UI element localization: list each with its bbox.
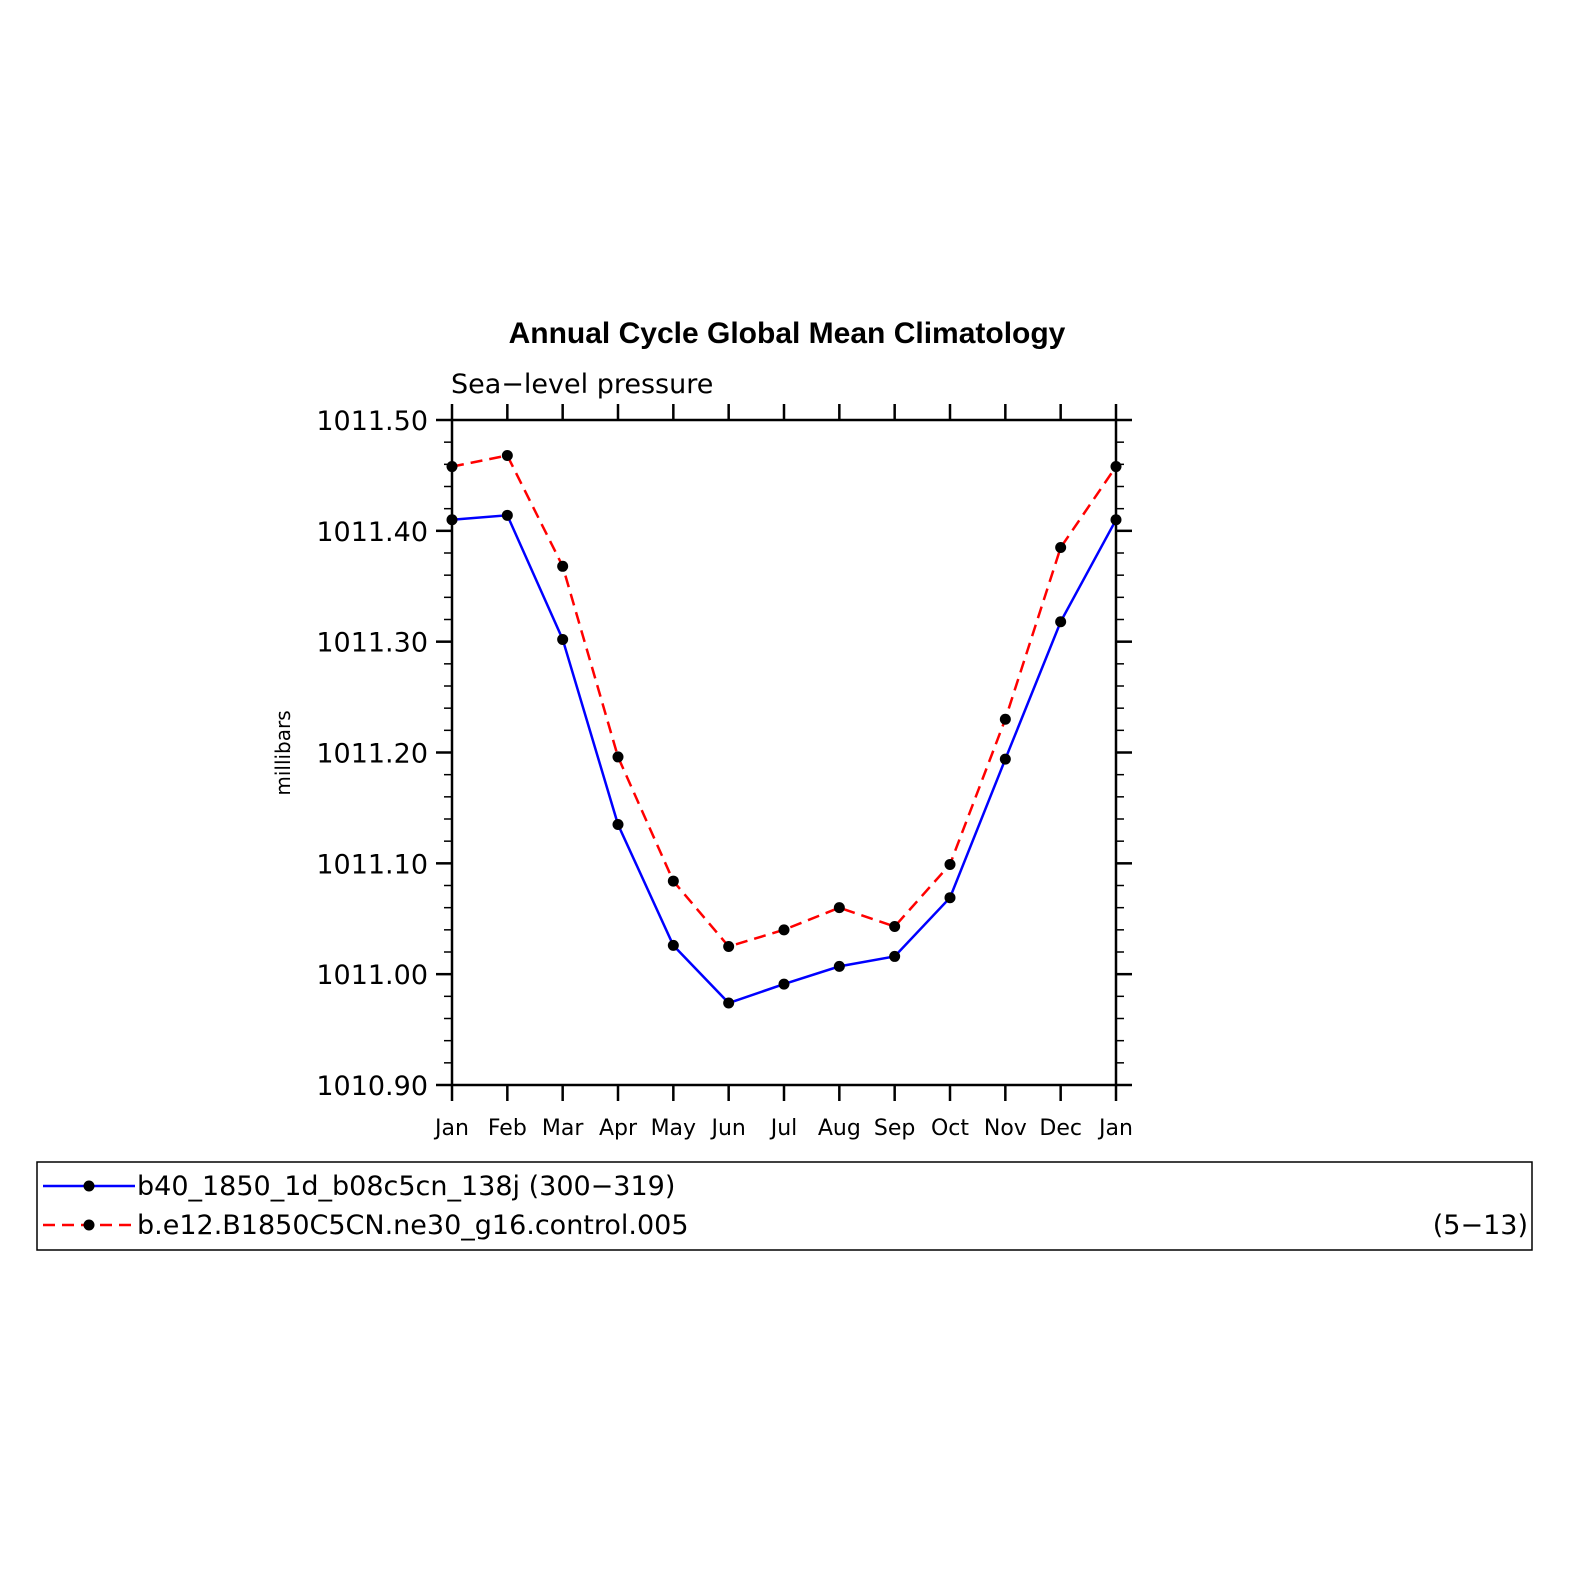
- series-1-point: [667, 939, 679, 951]
- y-tick-label: 1010.90: [316, 1071, 428, 1102]
- legend-label-1: b40_1850_1d_b08c5cn_138j (300−319): [137, 1171, 675, 1202]
- series-2-point: [889, 921, 901, 933]
- series-1-point: [944, 892, 956, 904]
- legend-box: [36, 1161, 1533, 1251]
- x-tick-label: Jan: [433, 1116, 469, 1141]
- series-layer: [446, 449, 1122, 1009]
- series-2-point: [557, 560, 569, 572]
- x-tick-label: Sep: [874, 1116, 915, 1141]
- y-tick-label: 1011.40: [316, 517, 428, 548]
- y-tick-label: 1011.20: [316, 739, 428, 770]
- x-tick-label: Jul: [769, 1116, 798, 1141]
- x-tick-label: Mar: [542, 1116, 584, 1141]
- series-2-point: [723, 940, 735, 952]
- series-2-point: [778, 924, 790, 936]
- y-tick-label: 1011.00: [316, 960, 428, 991]
- series-2-point: [999, 713, 1011, 725]
- legend-marker-1: [83, 1180, 95, 1192]
- series-1-point: [778, 978, 790, 990]
- series-line-2: [451, 454, 1118, 948]
- series-2-point: [667, 875, 679, 887]
- series-1-point: [612, 819, 624, 831]
- legend-marker-2: [83, 1219, 95, 1231]
- y-axis-label: millibars: [271, 710, 295, 795]
- series-1-point: [1110, 514, 1122, 526]
- y-tick-label: 1011.30: [316, 628, 428, 659]
- series-2-point: [501, 449, 513, 461]
- series-1-point: [833, 960, 845, 972]
- series-2-point: [1110, 461, 1122, 473]
- y-tick-label: 1011.50: [316, 406, 428, 437]
- legend-label-2: b.e12.B1850C5CN.ne30_g16.control.005: [137, 1210, 689, 1241]
- x-tick-label: Aug: [818, 1116, 861, 1141]
- axes: 1010.90 1011.00 1011.10 1011.20 1011.30 1011.…: [316, 404, 1133, 1141]
- chart-title: Annual Cycle Global Mean Climatology: [509, 317, 1066, 350]
- series-2-point: [1055, 541, 1067, 553]
- series-1-point: [501, 509, 513, 521]
- legend-label-2-suffix: (5−13): [1433, 1210, 1528, 1241]
- series-1-point: [889, 950, 901, 962]
- x-tick-label: Jan: [1097, 1116, 1133, 1141]
- x-tick-label: Apr: [599, 1116, 638, 1141]
- chart-subtitle: Sea−level pressure: [451, 369, 713, 400]
- series-1-point: [1055, 616, 1067, 628]
- series-1-point: [557, 633, 569, 645]
- legend-entry-1: b40_1850_1d_b08c5cn_138j (300−319): [43, 1171, 675, 1202]
- series-1-point: [723, 997, 735, 1009]
- series-1-point: [999, 753, 1011, 765]
- x-tick-label: Feb: [488, 1116, 527, 1141]
- x-tick-label: May: [651, 1116, 696, 1141]
- y-tick-label: 1011.10: [316, 849, 428, 880]
- x-tick-label: Nov: [984, 1116, 1027, 1141]
- series-2-point: [833, 902, 845, 914]
- x-tick-label: Dec: [1039, 1116, 1082, 1141]
- series-1-point: [446, 514, 458, 526]
- series-2-point: [944, 858, 956, 870]
- series-2-point: [612, 751, 624, 763]
- series-2-point: [446, 461, 458, 473]
- x-tick-label: Jun: [709, 1116, 745, 1141]
- legend-entry-2: b.e12.B1850C5CN.ne30_g16.control.005 (5−…: [43, 1210, 1528, 1241]
- x-tick-label: Oct: [931, 1116, 969, 1141]
